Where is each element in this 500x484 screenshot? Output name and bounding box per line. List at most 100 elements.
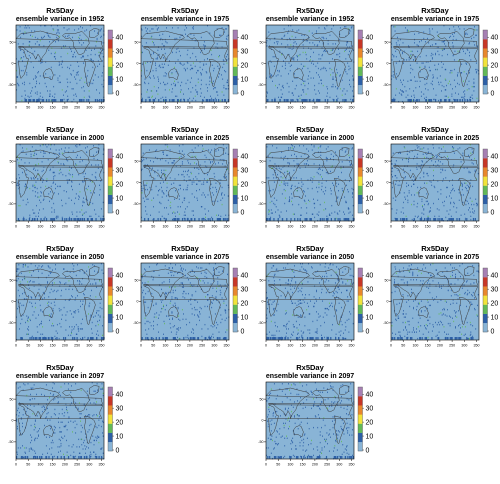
grid-cell xyxy=(174,212,176,214)
grid-cell xyxy=(444,78,446,80)
grid-cell xyxy=(225,28,227,30)
grid-cell xyxy=(267,218,269,221)
grid-cell xyxy=(44,297,45,299)
panel-title: Rx5Day xyxy=(296,244,324,253)
grid-cell xyxy=(142,97,144,100)
grid-cell xyxy=(431,154,433,157)
grid-cell xyxy=(306,160,308,162)
grid-cell xyxy=(184,197,186,199)
grid-cell xyxy=(27,333,28,335)
grid-cell xyxy=(221,74,222,76)
colorbar-tick-label: 40 xyxy=(241,273,249,280)
grid-cell xyxy=(322,275,324,278)
grid-cell xyxy=(71,218,73,221)
grid-cell xyxy=(305,51,306,54)
grid-cell xyxy=(282,177,284,179)
grid-cell xyxy=(394,163,396,165)
grid-cell xyxy=(17,301,19,303)
grid-cell xyxy=(227,25,229,27)
grid-cell xyxy=(477,203,478,206)
grid-cell xyxy=(445,99,447,102)
grid-cell xyxy=(452,42,453,44)
grid-cell xyxy=(167,291,169,294)
grid-cell xyxy=(152,167,153,169)
grid-cell xyxy=(406,333,408,335)
colorbar-tick-label: 20 xyxy=(116,301,124,308)
grid-cell xyxy=(310,177,312,179)
grid-cell xyxy=(166,182,168,184)
grid-cell xyxy=(190,171,192,174)
grid-cell xyxy=(414,194,416,196)
grid-cell xyxy=(469,42,471,44)
x-tick-label: 350 xyxy=(349,344,355,348)
grid-cell xyxy=(405,215,407,218)
grid-cell xyxy=(297,333,298,335)
grid-cell xyxy=(409,169,411,172)
grid-cell xyxy=(416,80,418,82)
grid-cell xyxy=(283,180,285,182)
grid-cell xyxy=(319,41,320,43)
grid-cell xyxy=(441,61,442,63)
grid-cell xyxy=(22,264,24,266)
grid-cell xyxy=(156,29,158,31)
map-background xyxy=(141,25,229,102)
grid-cell xyxy=(267,155,269,158)
grid-cell xyxy=(46,178,48,180)
grid-cell xyxy=(218,149,219,151)
grid-cell xyxy=(34,297,36,299)
grid-cell xyxy=(181,283,183,285)
grid-cell xyxy=(91,164,92,166)
colorbar-segment xyxy=(108,304,113,314)
grid-cell xyxy=(468,202,469,205)
grid-cell xyxy=(174,286,176,288)
grid-cell xyxy=(345,99,347,102)
x-tick-label: 250 xyxy=(324,344,330,348)
grid-cell xyxy=(471,303,473,306)
grid-cell xyxy=(286,99,288,102)
grid-cell xyxy=(86,29,88,31)
grid-cell xyxy=(277,74,279,76)
colorbar-segment xyxy=(358,295,363,305)
grid-cell xyxy=(214,148,216,150)
grid-cell xyxy=(429,322,431,325)
grid-cell xyxy=(406,337,409,340)
grid-cell xyxy=(36,100,38,103)
grid-cell xyxy=(446,315,448,317)
grid-cell xyxy=(453,147,455,149)
grid-cell xyxy=(281,151,283,153)
grid-cell xyxy=(439,153,441,156)
grid-cell xyxy=(94,192,96,194)
grid-cell xyxy=(207,25,208,27)
grid-cell xyxy=(425,54,427,57)
x-tick-label: 50 xyxy=(26,106,30,110)
grid-cell xyxy=(17,182,19,184)
grid-cell xyxy=(292,203,294,206)
grid-cell xyxy=(47,158,49,161)
grid-cell xyxy=(339,218,341,221)
grid-cell xyxy=(199,313,201,315)
grid-cell xyxy=(143,296,145,298)
grid-cell xyxy=(77,61,78,63)
grid-cell xyxy=(213,280,214,282)
x-tick-label: 50 xyxy=(26,344,30,348)
grid-cell xyxy=(24,185,26,188)
grid-cell xyxy=(417,267,419,269)
grid-cell xyxy=(82,181,84,183)
grid-cell xyxy=(178,188,180,191)
grid-cell xyxy=(16,76,18,78)
grid-cell xyxy=(332,48,334,50)
colorbar-tick-label: 10 xyxy=(491,195,499,202)
grid-cell xyxy=(297,290,299,293)
grid-cell xyxy=(78,65,80,68)
grid-cell xyxy=(38,173,39,176)
grid-cell xyxy=(273,265,275,267)
grid-cell xyxy=(218,162,219,164)
grid-cell xyxy=(97,32,99,34)
grid-cell xyxy=(76,211,78,213)
grid-cell xyxy=(444,200,445,203)
grid-cell xyxy=(450,275,452,278)
grid-cell xyxy=(279,99,281,102)
grid-cell xyxy=(24,90,26,92)
grid-cell xyxy=(143,158,145,161)
grid-cell xyxy=(327,172,329,175)
